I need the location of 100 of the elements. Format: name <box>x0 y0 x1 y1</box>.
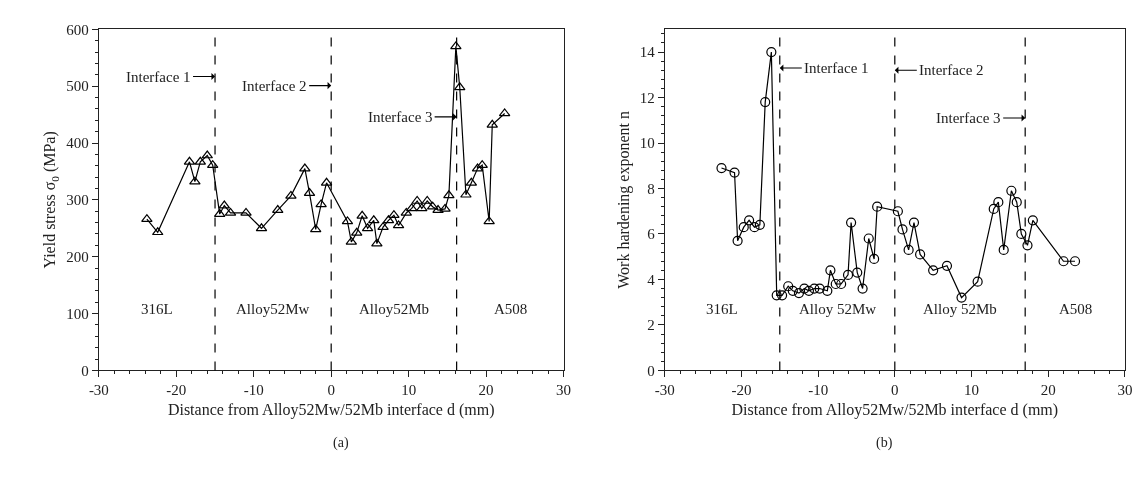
point <box>315 199 327 208</box>
y-tick-label: 14 <box>639 44 656 61</box>
y-tick-label: 2 <box>647 317 655 334</box>
y-tick-label: 8 <box>647 180 655 197</box>
point <box>941 260 953 271</box>
x-tick-label: 20 <box>478 382 494 399</box>
point <box>903 244 914 255</box>
point <box>189 176 201 185</box>
point <box>766 46 777 58</box>
point <box>388 210 400 219</box>
y-tick-label: 0 <box>647 362 655 379</box>
point <box>1058 256 1069 267</box>
point <box>972 276 983 287</box>
point <box>897 224 908 235</box>
point <box>1027 215 1038 226</box>
point <box>803 285 815 296</box>
x-axis-title: Distance from Alloy52Mw/52Mb interface d (mm) <box>731 401 1059 420</box>
annotation: Interface 1 <box>804 60 869 76</box>
y-tick-label: 300 <box>66 192 89 209</box>
point <box>814 283 825 294</box>
point <box>285 190 297 199</box>
point <box>240 207 252 216</box>
point <box>793 287 805 299</box>
point <box>857 283 868 294</box>
point <box>799 283 810 294</box>
y-tick-label: 400 <box>66 135 89 152</box>
annotation: A508 <box>494 301 528 317</box>
x-tick-label: -20 <box>166 382 187 399</box>
point <box>787 285 798 296</box>
x-tick-label: 10 <box>401 382 417 399</box>
point <box>476 160 488 169</box>
x-tick-label: 0 <box>891 382 899 399</box>
annotation: Interface 2 <box>242 78 307 94</box>
y-tick-label: 0 <box>81 362 89 379</box>
annotation: Alloy52Mb <box>359 301 430 317</box>
point <box>754 219 765 230</box>
point <box>299 163 311 172</box>
point <box>141 214 153 223</box>
point <box>1016 228 1027 240</box>
point <box>371 238 383 247</box>
x-axis-title: Distance from Alloy52Mw/52Mb interface d (mm) <box>167 401 495 420</box>
point <box>993 197 1004 208</box>
point <box>729 167 740 178</box>
y-tick-label: 10 <box>639 135 655 152</box>
x-tick-label: 20 <box>1040 382 1056 399</box>
annotation: Interface 2 <box>919 62 984 78</box>
point <box>809 283 820 294</box>
y-tick-label: 100 <box>66 305 89 322</box>
annotation: Interface 3 <box>936 110 1001 126</box>
point <box>443 190 455 199</box>
y-tick-label: 12 <box>639 89 655 106</box>
point <box>1069 256 1081 267</box>
x-tick-label: 30 <box>556 382 572 399</box>
point <box>483 216 495 225</box>
x-tick-label: 0 <box>327 382 335 399</box>
y-tick-label: 6 <box>647 226 656 243</box>
annotation: Interface 3 <box>368 109 433 125</box>
point <box>744 215 755 226</box>
annotation: Alloy 52Mw <box>799 301 877 317</box>
y-axis-title: Work hardening exponent n <box>614 110 633 289</box>
y-tick-label: 200 <box>66 248 89 265</box>
point <box>771 290 782 301</box>
x-tick-label: -10 <box>808 382 829 399</box>
x-tick-label: 10 <box>964 382 979 399</box>
point <box>830 278 841 290</box>
point <box>732 235 743 246</box>
point <box>716 162 727 174</box>
point <box>928 265 939 276</box>
point <box>998 244 1009 255</box>
annotation: 316L <box>141 301 173 317</box>
point <box>776 290 788 301</box>
point <box>439 203 451 212</box>
x-tick-label: -30 <box>654 382 675 399</box>
text: (b) <box>876 435 893 451</box>
point <box>872 201 883 212</box>
point <box>846 217 857 228</box>
point <box>1006 185 1017 196</box>
y-tick-label: 500 <box>66 78 89 95</box>
annotation: A508 <box>1059 301 1093 317</box>
annotation: Alloy 52Mb <box>923 301 997 317</box>
y-tick-label: 4 <box>647 271 656 288</box>
annotation: Interface 1 <box>126 69 191 85</box>
y-tick-label: 600 <box>66 21 89 38</box>
point <box>738 222 749 233</box>
text: (a) <box>333 435 349 451</box>
point <box>432 204 444 213</box>
point <box>356 210 368 219</box>
point <box>842 269 854 280</box>
point <box>825 265 836 276</box>
x-tick-label: -30 <box>88 382 109 399</box>
point <box>1022 240 1033 251</box>
x-tick-label: 30 <box>1117 382 1133 399</box>
annotation: Alloy52Mw <box>236 301 310 317</box>
point <box>760 97 771 108</box>
x-tick-label: -10 <box>243 382 264 399</box>
point <box>852 267 863 278</box>
point <box>956 292 967 303</box>
point <box>863 233 874 244</box>
point <box>749 222 760 233</box>
point <box>915 249 926 260</box>
